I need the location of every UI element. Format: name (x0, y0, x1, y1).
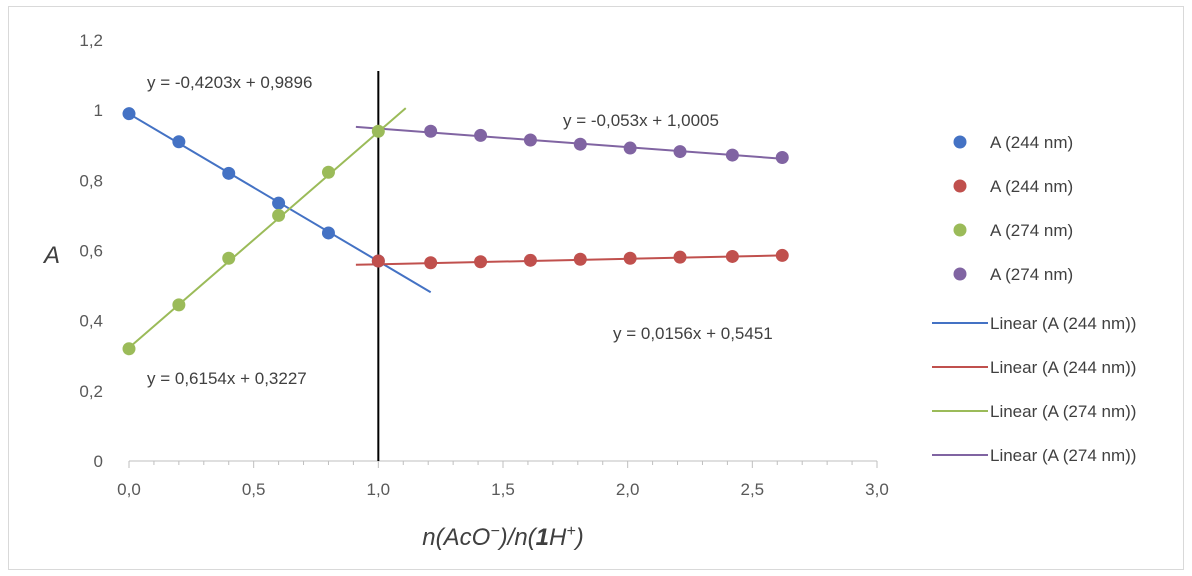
equation-label-274-low: y = 0,6154x + 0,3227 (147, 369, 307, 388)
data-point-series-1 (222, 166, 236, 180)
y-tick-label: 0,6 (79, 242, 103, 261)
legend-item-trend-3: Linear (A (274 nm)) (932, 402, 1136, 421)
data-point-series-3 (321, 165, 335, 179)
x-tick-label: 1,5 (491, 480, 515, 499)
x-tick-label: 3,0 (865, 480, 889, 499)
y-tick-label: 0,2 (79, 382, 103, 401)
plot-area: 0,0 0,5 1,0 1,5 2,0 2,5 3,0 0 0,2 0,4 0,6 0,8 1 1,2 (79, 31, 888, 499)
trendline-3 (128, 107, 407, 349)
legend-item-trend-2: Linear (A (244 nm)) (932, 358, 1136, 377)
legend-item-series-1: A (244 nm) (953, 133, 1073, 152)
legend-label-series-2: A (244 nm) (990, 177, 1073, 196)
x-tick-label: 0,0 (117, 480, 141, 499)
data-point-series-4 (673, 145, 687, 159)
legend-item-series-2: A (244 nm) (953, 177, 1073, 196)
data-point-series-3 (222, 251, 236, 265)
trendline-4 (355, 125, 783, 160)
data-point-series-3 (272, 208, 286, 222)
data-point-series-2 (523, 253, 537, 267)
x-tick-label: 2,0 (616, 480, 640, 499)
x-axis-title: n(AcO−)/n(1H+) (422, 523, 583, 551)
legend-label-trend-2: Linear (A (244 nm)) (990, 358, 1136, 377)
y-tick-label: 0,8 (79, 171, 103, 190)
data-point-series-2 (725, 249, 739, 263)
legend-label-trend-4: Linear (A (274 nm)) (990, 446, 1136, 465)
equation-label-274-high: y = -0,053x + 1,0005 (563, 111, 719, 130)
y-tick-label: 1,2 (79, 31, 103, 50)
data-point-series-4 (623, 141, 637, 155)
legend-label-trend-1: Linear (A (244 nm)) (990, 314, 1136, 333)
data-point-series-2 (775, 248, 789, 262)
x-tick-label: 0,5 (242, 480, 266, 499)
legend-marker-series-1 (953, 135, 967, 149)
legend: A (244 nm) A (244 nm) A (274 nm) A (274 … (932, 133, 1136, 465)
data-point-series-2 (371, 254, 385, 268)
legend-item-trend-1: Linear (A (244 nm)) (932, 314, 1136, 333)
legend-label-series-3: A (274 nm) (990, 221, 1073, 240)
legend-marker-series-2 (953, 179, 967, 193)
data-point-series-4 (474, 128, 488, 142)
data-point-series-1 (272, 196, 286, 210)
data-point-series-3 (122, 342, 136, 356)
equation-label-244-high: y = 0,0156x + 0,5451 (613, 324, 773, 343)
chart-frame (8, 6, 1184, 570)
data-point-series-1 (122, 107, 136, 121)
y-tick-label: 1 (94, 101, 103, 120)
x-tick-label: 1,0 (367, 480, 391, 499)
legend-label-series-1: A (244 nm) (990, 133, 1073, 152)
x-tick-label: 2,5 (741, 480, 765, 499)
data-point-series-3 (172, 298, 186, 312)
data-point-series-4 (725, 148, 739, 162)
legend-label-trend-3: Linear (A (274 nm)) (990, 402, 1136, 421)
data-point-series-4 (424, 124, 438, 138)
data-point-series-2 (673, 250, 687, 264)
equation-label-244-low: y = -0,4203x + 0,9896 (147, 73, 312, 92)
data-point-series-2 (623, 251, 637, 265)
legend-marker-series-4 (953, 267, 967, 281)
trendline-2 (355, 254, 783, 266)
legend-item-trend-4: Linear (A (274 nm)) (932, 446, 1136, 465)
data-point-series-1 (172, 135, 186, 149)
data-point-series-4 (523, 133, 537, 147)
data-point-series-1 (321, 226, 335, 240)
data-point-series-3 (371, 124, 385, 138)
y-axis-title: A (42, 242, 60, 269)
data-point-series-4 (573, 137, 587, 151)
data-point-series-2 (424, 256, 438, 270)
y-tick-label: 0 (94, 452, 103, 471)
y-tick-label: 0,4 (79, 312, 103, 331)
data-point-series-2 (474, 255, 488, 269)
legend-marker-series-3 (953, 223, 967, 237)
data-point-series-2 (573, 252, 587, 266)
legend-item-series-4: A (274 nm) (953, 265, 1073, 284)
legend-item-series-3: A (274 nm) (953, 221, 1073, 240)
legend-label-series-4: A (274 nm) (990, 265, 1073, 284)
data-point-series-4 (775, 151, 789, 165)
